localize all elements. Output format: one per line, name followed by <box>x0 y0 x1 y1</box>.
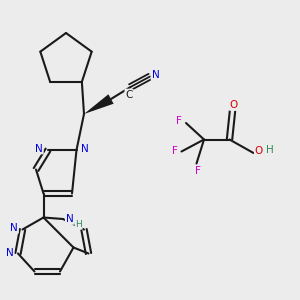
Text: N: N <box>81 143 89 154</box>
Text: N: N <box>10 223 18 233</box>
Text: N: N <box>152 70 159 80</box>
Text: N: N <box>6 248 14 259</box>
Text: H: H <box>266 145 274 155</box>
Text: F: F <box>195 166 201 176</box>
Text: F: F <box>176 116 182 126</box>
Text: O: O <box>230 100 238 110</box>
Text: H: H <box>75 220 82 229</box>
Text: F: F <box>172 146 178 157</box>
Text: O: O <box>255 146 263 157</box>
Text: C: C <box>125 89 133 100</box>
Text: N: N <box>35 143 43 154</box>
Text: N: N <box>66 214 74 224</box>
Polygon shape <box>84 94 114 114</box>
